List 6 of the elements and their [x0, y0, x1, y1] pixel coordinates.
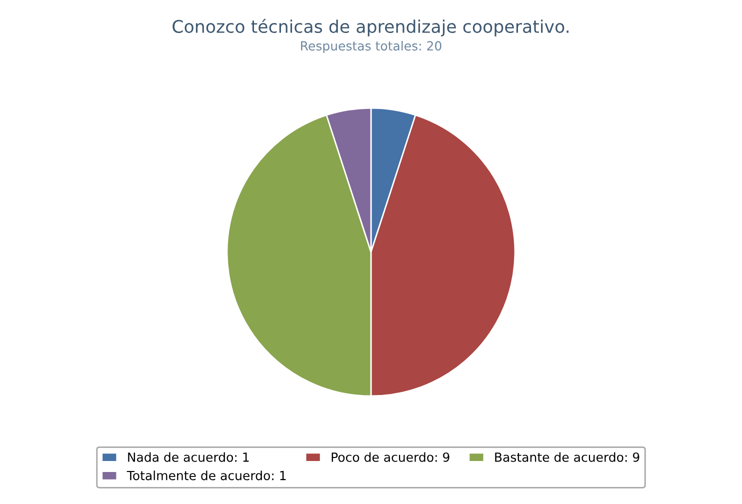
legend-label: Totalmente de acuerdo: 1	[126, 470, 286, 480]
legend-label: Poco de acuerdo: 9	[332, 452, 450, 462]
chart-subtitle: Respuestas totales: 20	[301, 40, 442, 53]
legend-label: Bastante de acuerdo: 9	[495, 452, 640, 462]
legend-label: Nada de acuerdo: 1	[128, 452, 249, 462]
chart-title: Conozco técnicas de aprendizaje cooperativo.	[172, 18, 568, 36]
